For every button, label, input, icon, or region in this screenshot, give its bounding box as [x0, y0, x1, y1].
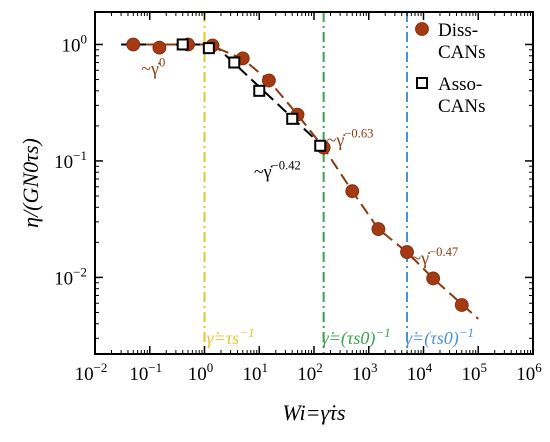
line-layer [121, 12, 479, 354]
point-asso-1 [202, 42, 215, 55]
x-tick-label-8: 106 [516, 360, 542, 385]
x-tick-label-3: 101 [243, 360, 269, 385]
vline-label-0: γ̇=τs−1 [207, 325, 255, 348]
point-asso-4 [286, 112, 299, 125]
y-tick-label-0: 10−2 [54, 264, 87, 289]
annotation-1: ~γ̇−0.42 [254, 158, 301, 181]
point-diss-11 [426, 271, 441, 286]
x-axis-label: Wi=γ̇τs [282, 400, 345, 425]
legend-label-0-line1: Diss- [438, 20, 478, 41]
vline-label-2: γ̇=(τs0)−1 [405, 325, 474, 349]
annotation-2: ~γ̇−0.63 [327, 127, 374, 150]
x-tick-label-4: 102 [297, 360, 323, 385]
text-layer: γ̇=τs−1 γ̇=(τs0)−1 γ̇=(τs0)−1 ~γ̇0 ~γ̇−0.42 ~… [141, 20, 485, 349]
legend-label-1-line1: Asso- [438, 74, 482, 95]
legend-marker-asso [416, 77, 428, 89]
point-asso-2 [228, 56, 241, 69]
point-diss-12 [454, 298, 469, 312]
axes-layer: 10−2 10−1 100 101 102 103 104 105 106 10−2 10−1 100 [54, 12, 542, 385]
x-tick-label-6: 104 [407, 360, 433, 385]
legend-marker-diss [415, 22, 429, 36]
vline-label-1: γ̇=(τs0)−1 [322, 325, 391, 349]
y-axis-label: η/(GN0τs) [18, 138, 43, 228]
x-tick-label-7: 105 [462, 360, 488, 385]
point-diss-0 [126, 37, 141, 52]
point-diss-1 [152, 40, 167, 55]
point-diss-10 [400, 245, 414, 259]
point-asso-3 [253, 84, 266, 97]
x-tick-label-1: 10−1 [129, 360, 162, 385]
point-diss-5 [261, 73, 276, 88]
annotation-0: ~γ̇0 [141, 56, 165, 79]
legend-label-0-line2: CANs [438, 42, 486, 63]
y-tick-label-2: 100 [62, 31, 88, 56]
annotation-3: ~γ̇−0.47 [411, 245, 458, 268]
point-diss-9 [371, 222, 386, 236]
legend-label-1-line2: CANs [438, 96, 486, 117]
point-asso-5 [314, 139, 327, 152]
y-tick-label-1: 10−1 [54, 148, 87, 173]
x-tick-label-0: 10−2 [75, 360, 108, 385]
point-diss-8 [345, 184, 360, 199]
point-asso-0 [176, 38, 189, 51]
marker-layer [126, 22, 469, 312]
x-tick-label-5: 103 [352, 360, 378, 385]
x-tick-label-2: 100 [188, 360, 214, 385]
